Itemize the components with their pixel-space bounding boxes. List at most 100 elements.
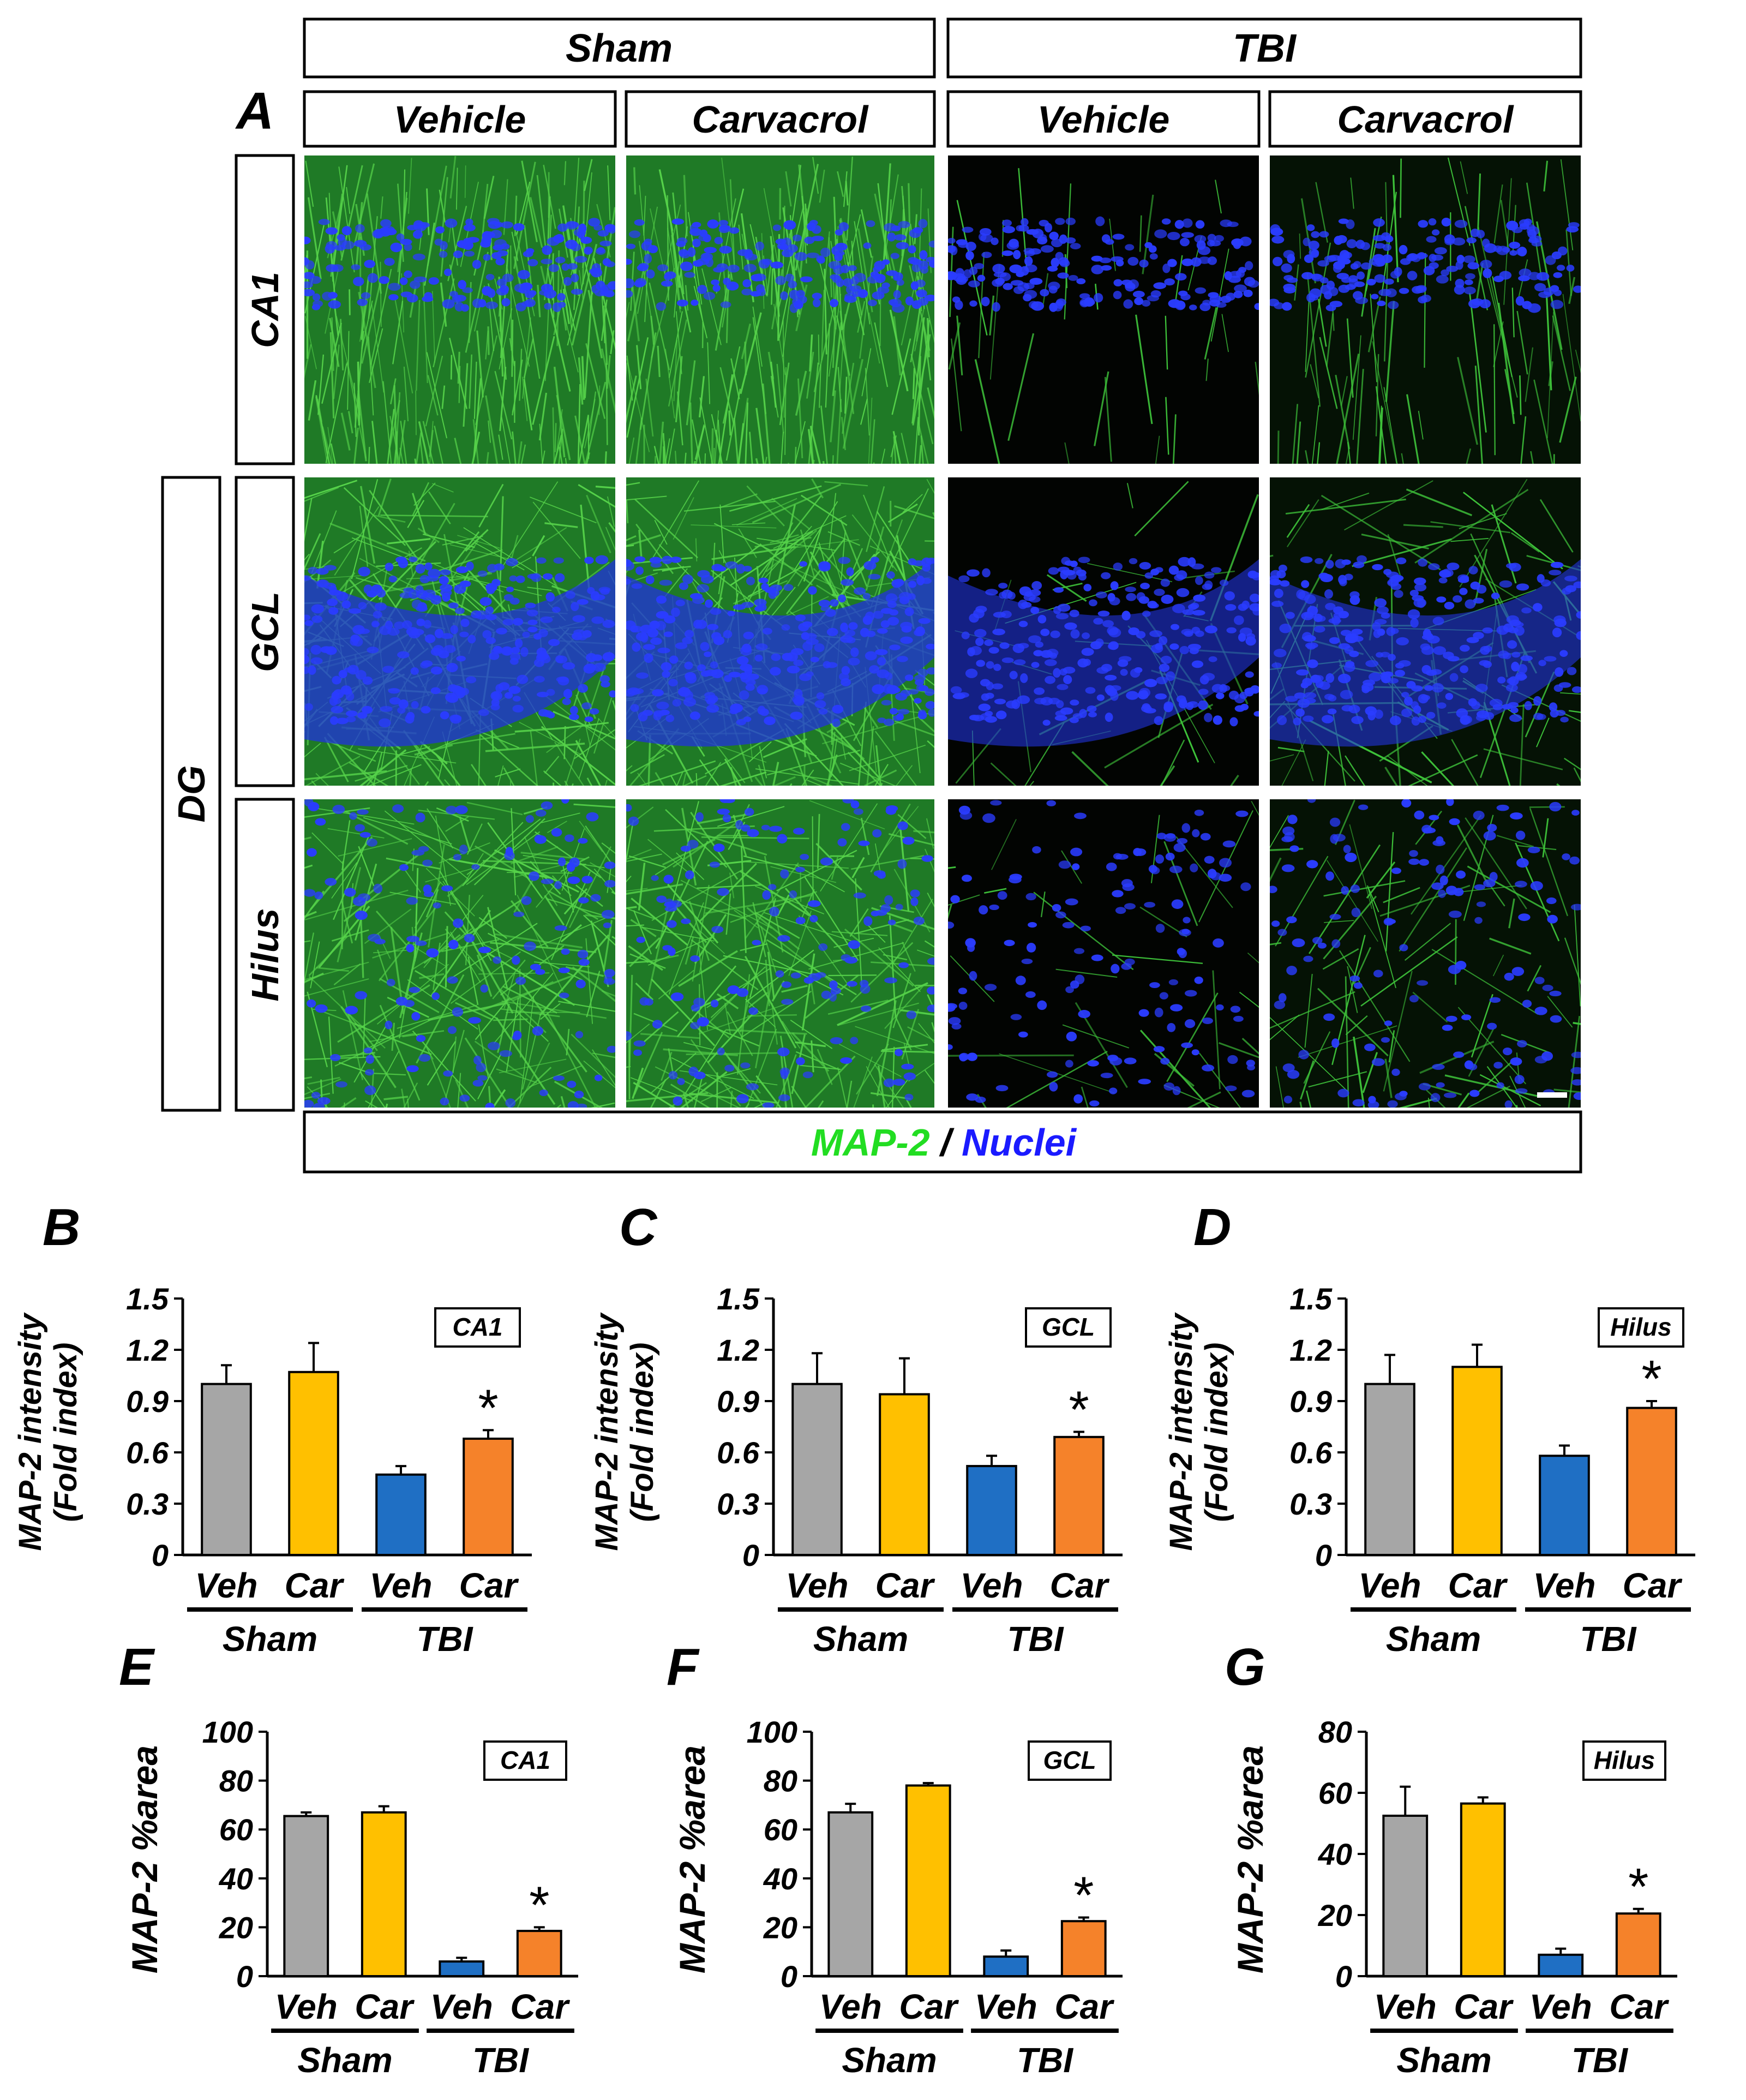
- x-category-label: Veh: [1374, 1987, 1437, 2026]
- bar-sham-car: [879, 1393, 930, 1556]
- y-tick-label: 0: [742, 1538, 759, 1572]
- x-category-label: Car: [1050, 1566, 1110, 1605]
- significance-star: *: [1641, 1350, 1661, 1408]
- bar-sham-veh: [827, 1811, 874, 1978]
- bar-tbi-car: [1060, 1920, 1107, 1977]
- y-tick-label: 0.3: [1289, 1487, 1332, 1521]
- region-box: [1028, 1740, 1112, 1781]
- y-tick-label: 0.9: [126, 1384, 169, 1419]
- y-tick-label: 0: [152, 1538, 169, 1572]
- group-header-tbi: TBI: [946, 17, 1582, 79]
- y-tick-label: 40: [1318, 1837, 1352, 1871]
- bar-sham-car: [288, 1371, 339, 1557]
- micrograph-grid: [304, 155, 1581, 1108]
- region-box: [1025, 1307, 1112, 1348]
- y-tick-label: 0: [1335, 1959, 1352, 1994]
- significance-star: *: [529, 1876, 549, 1934]
- y-tick-label: 40: [763, 1862, 797, 1896]
- micrograph-gcl-sham-carvacrol: [626, 477, 934, 786]
- y-tick-label: 0.3: [126, 1487, 169, 1521]
- x-group-label: Sham: [223, 1619, 317, 1659]
- chart-c: C 0 0.3 0.6 0.9 1.2 1.5 MAP-2 intensity (Fold in…: [589, 1198, 1123, 1659]
- bar-sham-veh: [1364, 1383, 1415, 1557]
- micrograph-gcl-sham-vehicle: [304, 477, 615, 786]
- y-tick-label: 0.9: [1289, 1384, 1332, 1419]
- micrograph-hilus-sham-vehicle: [304, 799, 615, 1108]
- region-box: [483, 1740, 567, 1781]
- bar-tbi-car: [516, 1930, 562, 1978]
- y-axis-label-line1: MAP-2 intensity: [1163, 1312, 1199, 1551]
- region-box-label: CA1: [500, 1746, 550, 1774]
- y-tick-label: 0: [1315, 1538, 1332, 1572]
- x-group-label: TBI: [472, 2041, 529, 2080]
- chart-f: F 0 20 40 60 80 100 MAP-2 %area GCL Veh Car Veh * Car…: [667, 1638, 1123, 2080]
- panel-letter-e: E: [119, 1638, 155, 1696]
- x-category-label: Veh: [195, 1566, 258, 1605]
- bar-tbi-car: [1615, 1912, 1661, 1977]
- bar-tbi-veh: [1538, 1953, 1584, 1978]
- x-category-label: Car: [1623, 1566, 1683, 1605]
- micrograph-ca1-tbi-carvacrol: [1270, 155, 1581, 464]
- y-tick-label: 60: [1318, 1776, 1352, 1810]
- legend-marker-label: MAP-2: [811, 1121, 930, 1164]
- micrograph-hilus-tbi-vehicle: [948, 799, 1259, 1108]
- x-category-label: Car: [1054, 1987, 1114, 2026]
- region-label-hilus: Hilus: [244, 908, 286, 1001]
- x-group-label: TBI: [416, 1619, 473, 1659]
- y-tick-label: 0: [236, 1959, 253, 1994]
- y-axis-label: MAP-2 %area: [124, 1745, 165, 1973]
- region-box: [1598, 1307, 1684, 1348]
- panel-letter-d: D: [1193, 1198, 1231, 1257]
- region-box: [434, 1307, 521, 1348]
- x-category-label: Car: [875, 1566, 935, 1605]
- treatment-header: Vehicle Carvacrol Vehicle Carvacrol: [303, 90, 1582, 148]
- micrograph-hilus-tbi-carvacrol: [1270, 799, 1581, 1108]
- bar-tbi-veh: [439, 1960, 485, 1978]
- bar-sham-veh: [791, 1383, 843, 1557]
- y-tick-label: 1.5: [1289, 1282, 1333, 1316]
- region-box-label: GCL: [1043, 1746, 1096, 1774]
- x-category-label: Car: [1448, 1566, 1508, 1605]
- legend-separator: /: [930, 1121, 962, 1164]
- y-tick-label: 0: [781, 1959, 797, 1994]
- bar-tbi-car: [463, 1437, 514, 1557]
- micrograph-ca1-tbi-vehicle: [948, 155, 1259, 464]
- x-category-label: Veh: [1359, 1566, 1421, 1605]
- y-tick-label: 100: [747, 1715, 797, 1749]
- micrograph-gcl-tbi-vehicle: [948, 477, 1259, 786]
- x-group-label: TBI: [1017, 2041, 1073, 2080]
- bar-tbi-veh: [1539, 1455, 1590, 1556]
- significance-star: *: [1628, 1858, 1648, 1916]
- bar-sham-car: [905, 1784, 951, 1978]
- svg-text:MAP-2 / Nuclei: MAP-2 / Nuclei: [811, 1121, 1077, 1164]
- significance-star: *: [478, 1379, 498, 1437]
- y-tick-label: 40: [219, 1862, 253, 1896]
- x-group-label: TBI: [1007, 1619, 1064, 1659]
- region-labels: CA1 GCL Hilus DG: [161, 154, 295, 1112]
- stain-legend: MAP-2 / Nuclei: [303, 1110, 1582, 1174]
- x-category-label: Veh: [370, 1566, 433, 1605]
- micrograph-ca1-sham-vehicle: [304, 155, 615, 464]
- y-tick-label: 0.6: [126, 1435, 169, 1470]
- treatment-label-tbi-vehicle: Vehicle: [1037, 98, 1170, 141]
- x-category-label: Car: [510, 1987, 570, 2026]
- y-tick-label: 0.3: [717, 1487, 759, 1521]
- x-category-label: Veh: [819, 1987, 882, 2026]
- bar-sham-car: [1451, 1366, 1503, 1556]
- y-tick-label: 20: [763, 1910, 797, 1945]
- y-tick-label: 100: [202, 1715, 253, 1749]
- x-category-label: Veh: [275, 1987, 338, 2026]
- bar-tbi-veh: [966, 1465, 1017, 1556]
- group-label-tbi: TBI: [1233, 27, 1297, 70]
- x-group-label: Sham: [842, 2041, 937, 2080]
- bar-tbi-veh: [983, 1955, 1029, 1977]
- bar-sham-car: [361, 1811, 407, 1978]
- bar-tbi-car: [1053, 1435, 1105, 1557]
- panel-letter-g: G: [1225, 1638, 1265, 1696]
- y-tick-label: 1.2: [1289, 1333, 1332, 1367]
- panel-letter-c: C: [619, 1198, 658, 1257]
- chart-e: E 0 20 40 60 80 100 MAP-2 %area CA1 Veh Car Veh * Car…: [119, 1638, 578, 2080]
- y-tick-label: 1.2: [126, 1333, 169, 1367]
- panel-letter-a: A: [235, 82, 274, 140]
